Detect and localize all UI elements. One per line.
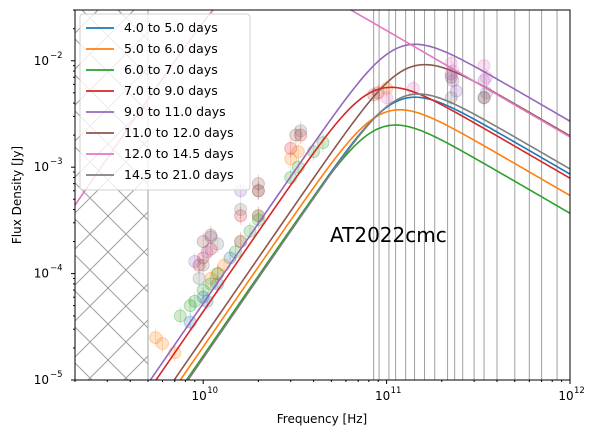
series-line [149,43,570,380]
data-point [291,145,305,159]
data-point [204,271,218,285]
y-axis: 10−510−410−310−2 [34,9,75,387]
data-point [196,258,210,272]
legend-label: 9.0 to 11.0 days [124,104,226,119]
x-tick-label: 10 [192,389,207,403]
data-point [156,337,170,351]
data-point [173,309,187,323]
data-point [149,331,163,345]
x-tick-exponent: 10 [207,386,218,396]
data-point [192,258,206,272]
y-tick-label: 10 [34,160,49,174]
data-point [200,245,214,259]
data-point [196,251,210,265]
x-tick-label: 10 [558,389,573,403]
legend-box [79,13,251,191]
legend: 4.0 to 5.0 days 5.0 to 6.0 days 6.0 to 7.0… [79,13,251,191]
legend-label: 7.0 to 9.0 days [124,83,218,98]
y-tick-exponent: −4 [50,264,63,274]
legend-label: 5.0 to 6.0 days [124,41,218,56]
data-point [211,237,225,251]
data-point [446,74,460,88]
data-point [196,235,210,249]
legend-label: 11.0 to 12.0 days [124,125,234,140]
data-point [284,152,298,166]
data-point [211,267,225,281]
vertical-lines [373,10,558,380]
data-point [294,128,308,142]
data-point [251,177,265,191]
data-point [284,141,298,155]
x-axis: 10 10 10 11 10 12 [74,380,585,403]
series-line [179,108,570,380]
data-point [192,271,206,285]
x-axis-label: Frequency [Hz] [277,412,368,426]
data-point [204,228,218,242]
legend-label: 12.0 to 14.5 days [124,146,234,161]
data-point [204,242,218,256]
data-point [204,230,218,244]
data-point [243,224,257,238]
data-point [204,277,218,291]
annotation-label: AT2022cmc [330,223,447,247]
data-point [380,91,394,105]
axes-frame [74,9,571,381]
y-tick-label: 10 [34,267,49,281]
data-point [449,84,463,98]
y-tick-exponent: −2 [50,51,63,61]
data-point [251,213,265,227]
data-point [188,294,202,308]
data-point [188,254,202,268]
legend-label: 14.5 to 21.0 days [124,167,234,182]
x-tick-exponent: 11 [391,386,402,396]
y-axis-label: Flux Density [Jy] [10,146,24,244]
data-point [251,184,265,198]
data-point [196,283,210,297]
data-point [234,203,248,217]
series-line [155,86,570,380]
data-point [234,209,248,223]
y-tick-exponent: −3 [50,157,63,167]
series-line [187,93,570,380]
y-tick-label: 10 [34,54,49,68]
y-tick-label: 10 [34,373,49,387]
data-point [477,91,491,105]
data-point [477,91,491,105]
legend-label: 4.0 to 5.0 days [124,20,218,35]
x-tick-exponent: 12 [574,386,585,396]
legend-label: 6.0 to 7.0 days [124,62,218,77]
y-tick-exponent: −5 [50,370,63,380]
data-point [251,184,265,198]
data-point [289,128,303,142]
data-point [294,124,308,138]
data-point [183,299,197,313]
x-tick-label: 10 [375,389,390,403]
